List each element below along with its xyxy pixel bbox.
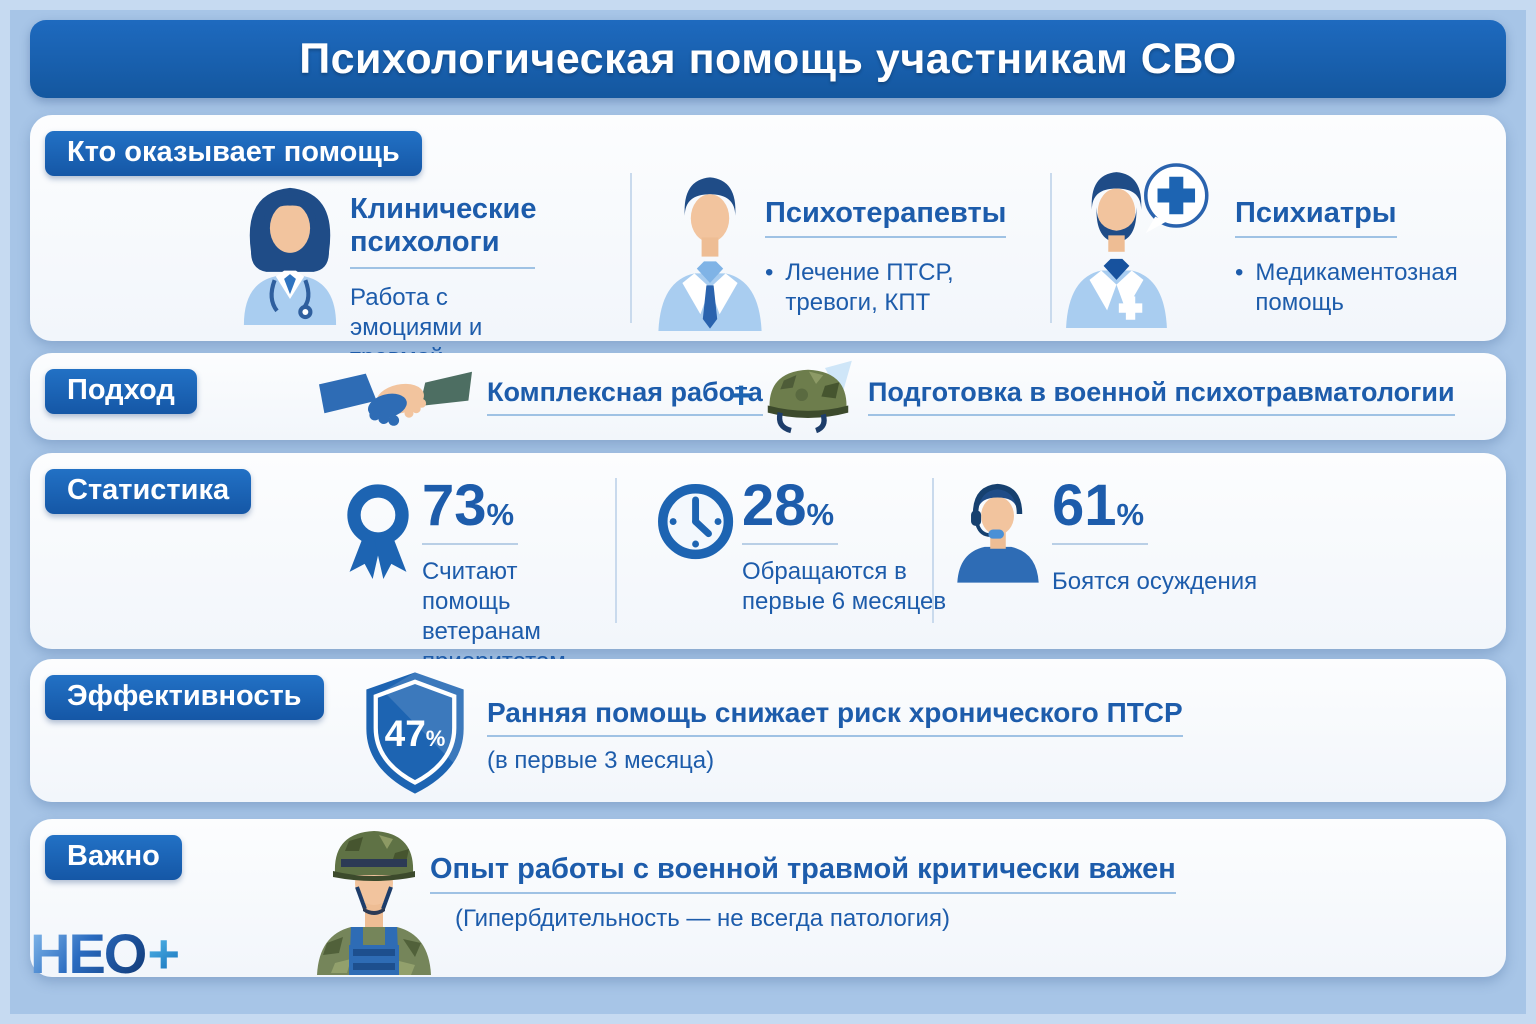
title-bar: Психологическая помощь участникам СВО (30, 20, 1506, 98)
important-heading: Опыт работы с военной травмой критически… (430, 853, 1176, 894)
stat-divider (932, 478, 934, 623)
provider-column-2: Психотерапевты • Лечение ПТСР, тревоги, … (765, 197, 1007, 318)
stat-value: 73% (422, 473, 515, 538)
important-badge: Важно (45, 835, 182, 880)
stat-item: 73% Считают помощь ветеранам приоритетом (422, 477, 597, 677)
provider-desc: Медикаментозная помощь (1255, 259, 1458, 316)
plus-sign: + (730, 375, 753, 417)
providers-badge: Кто оказывает помощь (45, 131, 422, 176)
effectiveness-heading: Ранняя помощь снижает риск хронического … (487, 697, 1183, 737)
clock-icon (655, 481, 737, 568)
stat-item: 28% Обращаются в первые 6 месяцев (742, 477, 967, 617)
stat-underline (742, 543, 838, 545)
stat-caption: Боятся осуждения (1052, 568, 1258, 595)
stat-value: 61% (1052, 473, 1145, 538)
important-note: (Гипербдительность — не всегда патология… (455, 905, 950, 932)
stat-value: 28% (742, 473, 835, 538)
provider-title: Психиатры (1235, 197, 1397, 238)
page-title: Психологическая помощь участникам СВО (299, 34, 1237, 83)
shield-icon: 47% (355, 669, 475, 802)
headset-person-icon (950, 477, 1046, 588)
effectiveness-badge: Эффективность (45, 675, 324, 720)
handshake-icon (318, 361, 473, 438)
shield-value: 47% (384, 713, 446, 754)
stats-badge: Статистика (45, 469, 252, 514)
column-divider (1050, 173, 1052, 323)
stat-item: 61% Боятся осуждения (1052, 477, 1257, 597)
brand-logo-plus: + (147, 922, 180, 985)
panel-important: Важно Опыт работы с военной травм (30, 819, 1506, 977)
stat-underline (422, 543, 518, 545)
psychiatrist-icon (1052, 157, 1222, 334)
brand-logo-text: НЕО (30, 922, 147, 985)
approach-badge: Подход (45, 369, 197, 414)
provider-title: Психотерапевты (765, 197, 1007, 238)
provider-title: Клинические психологи (350, 193, 536, 269)
military-helmet-icon (758, 359, 858, 440)
provider-column-1: Клинические психологи Работа с эмоциями … (350, 193, 560, 373)
effectiveness-note: (в первые 3 месяца) (487, 747, 715, 774)
male-doctor-icon (644, 163, 776, 336)
panel-effectiveness: Эффективность 47% Ранняя помощь снижает … (30, 659, 1506, 802)
bullet-dot: • (1235, 259, 1244, 286)
approach-item-1: Комплексная работа (487, 377, 763, 416)
provider-desc: Лечение ПТСР, тревоги, КПТ (785, 259, 954, 316)
column-divider (630, 173, 632, 323)
approach-item-2: Подготовка в военной психотравматологии (868, 377, 1455, 416)
stat-underline (1052, 543, 1148, 545)
female-doctor-icon (225, 167, 355, 332)
soldier-icon (298, 823, 450, 980)
stat-divider (615, 478, 617, 623)
stat-caption: Обращаются в первые 6 месяцев (742, 558, 947, 615)
bullet-dot: • (765, 259, 774, 286)
provider-column-3: Психиатры • Медикаментозная помощь (1235, 197, 1475, 318)
brand-logo: НЕО + (30, 922, 180, 985)
panel-stats: Статистика 73% Считают помощь ветеранам … (30, 453, 1506, 675)
panel-providers: Кто оказывает помощь Клинические психоло… (30, 115, 1506, 371)
award-ribbon-icon (338, 479, 418, 596)
panel-approach: Подход Комплексная работа + (30, 353, 1506, 440)
